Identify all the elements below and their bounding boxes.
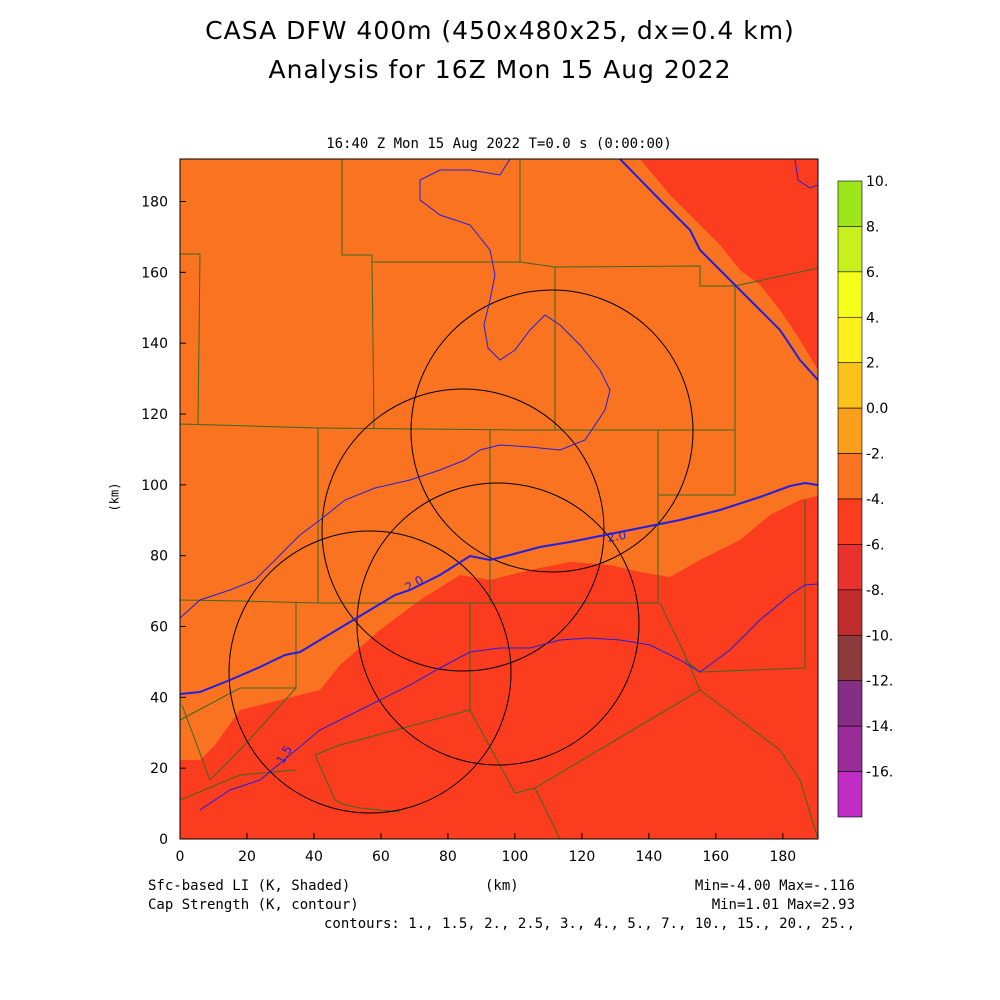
shaded-variable-label: Sfc-based LI (K, Shaded) [148, 878, 351, 894]
chart-subtitle: Analysis for 16Z Mon 15 Aug 2022 [268, 55, 732, 84]
y-tick-label: 60 [150, 620, 168, 636]
colorbar-label: -14. [866, 719, 893, 735]
colorbar-label: -6. [866, 537, 884, 553]
colorbar-label: 2. [866, 356, 879, 372]
cap-contours [180, 159, 818, 811]
colorbar-segment [837, 362, 863, 409]
x-tick-label: 120 [569, 849, 596, 865]
x-axis-label: (km) [485, 878, 519, 894]
contour-line-1-5-south [199, 583, 818, 811]
colorbar-segment [837, 453, 863, 500]
x-axis-ticks: 0 20 40 60 80 100 120 140 160 180 [176, 833, 796, 865]
contour-variable-label: Cap Strength (K, contour) [148, 897, 359, 913]
county-line [658, 430, 736, 496]
county-line [699, 689, 818, 839]
contour-range: Min=1.01 Max=2.93 [711, 897, 855, 913]
colorbar-label: -10. [866, 628, 893, 644]
y-tick-label: 140 [141, 336, 168, 352]
y-tick-label: 0 [159, 832, 168, 848]
colorbar-label: -12. [866, 674, 893, 690]
x-tick-label: 40 [305, 849, 323, 865]
x-tick-label: 100 [502, 849, 529, 865]
radar-ring [228, 530, 512, 814]
colorbar-label: -16. [866, 765, 893, 781]
shaded-field [180, 159, 818, 839]
county-line [314, 603, 471, 813]
county-line [180, 159, 736, 431]
radar-ring [321, 388, 605, 672]
colorbar-label: -4. [866, 492, 884, 508]
colorbar-segment [837, 680, 863, 727]
y-tick-label: 20 [150, 761, 168, 777]
colorbar-segment [837, 634, 863, 682]
x-tick-label: 180 [769, 849, 796, 865]
colorbar-label: 4. [866, 310, 879, 326]
x-tick-label: 140 [636, 849, 663, 865]
y-tick-label: 120 [141, 407, 168, 423]
county-line [534, 787, 561, 839]
colorbar-segment [837, 771, 863, 818]
colorbar-segment [837, 271, 863, 318]
colorbar-segment [837, 725, 863, 772]
contour-line-1-5 [180, 159, 611, 619]
contour-line-1-5-ne [794, 159, 818, 189]
county-line [180, 603, 297, 721]
colorbar-label: 8. [866, 219, 879, 235]
colorbar-segment [837, 226, 863, 273]
valid-time-label: 16:40 Z Mon 15 Aug 2022 T=0.0 s (0:00:00… [326, 136, 672, 152]
plot-frame [179, 158, 819, 840]
county-line [734, 267, 818, 287]
x-tick-label: 20 [238, 849, 256, 865]
colorbar-segment [837, 180, 863, 227]
y-tick-label: 40 [150, 690, 168, 706]
y-tick-label: 180 [141, 195, 168, 211]
radar-ring [356, 482, 640, 766]
x-tick-label: 0 [176, 849, 185, 865]
y-axis-ticks: 0 20 40 60 80 100 120 140 160 180 [141, 195, 186, 848]
shaded-range: Min=-4.00 Max=-.116 [694, 878, 855, 894]
colorbar-segment [837, 544, 863, 591]
x-tick-label: 80 [439, 849, 457, 865]
contour-levels: contours: 1., 1.5, 2., 2.5, 3., 4., 5., … [323, 916, 855, 932]
colorbar-segment [837, 407, 863, 454]
contour-line-2-0-north [619, 159, 818, 381]
county-lines [180, 159, 818, 839]
county-line [371, 261, 375, 429]
x-tick-label: 60 [372, 849, 390, 865]
colorbar-label: 0.0 [866, 401, 888, 417]
colorbar: 10. 8. 6. 4. 2. 0.0 -2. -4. -6. -8. -10. -12. -14. -1… [837, 174, 893, 818]
radar-ring [410, 289, 694, 573]
y-tick-label: 80 [150, 549, 168, 565]
y-tick-label: 160 [141, 265, 168, 281]
y-tick-label: 100 [141, 478, 168, 494]
contour-label: 2.0 [606, 528, 627, 545]
colorbar-label: -2. [866, 447, 884, 463]
county-line [181, 687, 297, 781]
county-line [180, 253, 201, 425]
x-tick-label: 160 [702, 849, 729, 865]
colorbar-label: 10. [866, 174, 888, 190]
colorbar-segment [837, 589, 863, 636]
chart-title: CASA DFW 400m (450x480x25, dx=0.4 km) [205, 16, 795, 45]
county-line [469, 602, 701, 794]
colorbar-segment [837, 498, 863, 545]
radar-rings [228, 289, 694, 814]
contour-line-2-0 [180, 481, 818, 695]
colorbar-segment [837, 316, 863, 364]
county-line [180, 769, 297, 801]
county-line [684, 500, 806, 673]
colorbar-label: 6. [866, 265, 879, 281]
colorbar-label: -8. [866, 583, 884, 599]
li-region-red-northeast [640, 159, 818, 370]
